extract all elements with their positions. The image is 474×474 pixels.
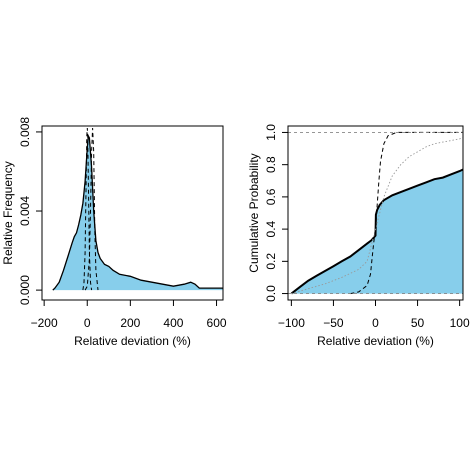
series-0-area	[52, 135, 223, 291]
series-0-line	[52, 133, 223, 291]
series-2-line	[350, 131, 463, 295]
x-axis-label: Relative deviation (%)	[74, 334, 191, 348]
x-tick-label: −100	[278, 316, 305, 330]
series-1-line	[291, 136, 464, 295]
x-tick-label: 0	[84, 316, 91, 330]
y-tick-label: 0.008	[18, 117, 32, 147]
x-tick-label: 100	[450, 316, 470, 330]
panel-relative-frequency: −200 0 200 400 600 0.000 0.004 0.008 Relative de…	[1, 117, 227, 348]
y-tick-label: 0.000	[18, 275, 32, 305]
x-tick-label: 0	[372, 316, 379, 330]
y-tick-label: 0.0	[264, 285, 278, 302]
y-axis-label: Cumulative Probability	[247, 153, 261, 272]
series-1-line	[82, 127, 93, 291]
y-tick-label: 0.2	[264, 253, 278, 270]
y-tick-label: 0.8	[264, 156, 278, 173]
series-2-line	[84, 127, 99, 291]
y-tick-label: 1.0	[264, 124, 278, 141]
x-tick-label: 400	[163, 316, 183, 330]
series-0-area	[291, 169, 463, 294]
y-tick-label: 0.4	[264, 220, 278, 237]
x-tick-label: −200	[31, 316, 58, 330]
panel-cumulative-probability: −100 −50 0 50 100 0.0 0.2 0.4 0.6 0.8 1.0 Relative …	[247, 124, 470, 348]
x-tick-label: −50	[323, 316, 344, 330]
x-tick-label: 50	[411, 316, 425, 330]
y-axis-label: Relative Frequency	[1, 161, 15, 264]
y-tick-label: 0.004	[18, 196, 32, 226]
plot-frame	[41, 125, 224, 301]
x-tick-label: 200	[120, 316, 140, 330]
y-tick-label: 0.6	[264, 188, 278, 205]
x-tick-label: 600	[207, 316, 227, 330]
x-axis-label: Relative deviation (%)	[317, 334, 434, 348]
